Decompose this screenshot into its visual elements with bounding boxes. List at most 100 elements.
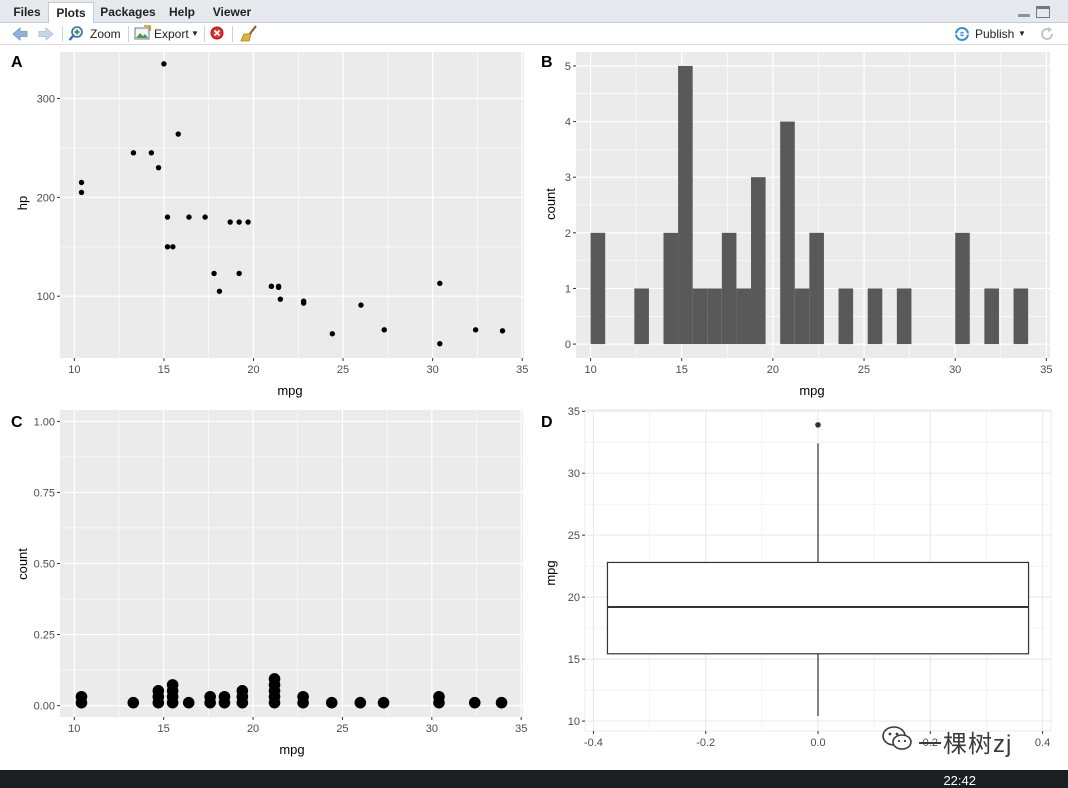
minimize-pane-icon[interactable] [1018, 8, 1030, 18]
panel-b-x-tick-label: 10 [584, 364, 596, 376]
panel-a-panel-background [60, 52, 524, 358]
chevron-down-icon: ▼ [191, 29, 199, 38]
tab-plots[interactable]: Plots [48, 2, 94, 23]
panel-b-bar [678, 65, 693, 345]
panel-a-x-tick-label: 25 [337, 364, 349, 376]
refresh-icon [1041, 27, 1053, 40]
zoom-icon [68, 26, 83, 41]
panel-b-bar [984, 288, 999, 345]
panel-c-x-tick-label: 30 [426, 723, 438, 735]
panel-b-bar [896, 288, 912, 345]
zoom-button[interactable]: Zoom [68, 25, 122, 43]
panel-a-point [161, 61, 167, 67]
panel-b-x-tick-label: 20 [767, 364, 779, 376]
tab-help[interactable]: Help [168, 5, 195, 19]
panel-a-point [300, 298, 307, 304]
panel-d-x-tick-label: 0.4 [1035, 737, 1050, 749]
panel-c-dot [268, 673, 281, 685]
panel-c-dot [377, 696, 390, 709]
clear-all-plots-button[interactable] [240, 25, 260, 43]
broom-icon [240, 25, 257, 42]
panel-a-x-tick-label: 30 [427, 364, 439, 376]
panel-c-xlabel: mpg [279, 742, 304, 757]
tab-packages[interactable]: Packages [100, 5, 156, 19]
panel-c-dot [218, 690, 231, 703]
panel-a-point [275, 284, 282, 291]
panel-c-dot [166, 679, 179, 691]
panel-a-point [472, 327, 479, 333]
panel-d-x-tick-label: -0.2 [696, 737, 715, 749]
panel-d-y-tick-label: 25 [568, 530, 580, 542]
panel-b-y-tick-label: 3 [565, 172, 571, 184]
panel-a-point [130, 150, 137, 156]
forward-arrow-icon[interactable] [36, 25, 56, 43]
panel-c-y-tick-label: 1.00 [34, 416, 55, 428]
panel-a-point [164, 214, 171, 220]
publish-icon [955, 27, 969, 41]
panel-b-y-tick-label: 1 [565, 283, 571, 295]
panel-b-bar [867, 288, 883, 345]
panel-a-y-tick-label: 100 [37, 291, 55, 303]
panel-a-point [175, 131, 181, 137]
panel-c-dot [127, 696, 140, 709]
panel-d-y-tick-label: 35 [568, 406, 580, 418]
chevron-down-icon: ▼ [1018, 29, 1026, 38]
panel-d-x-tick-label: 0.2 [923, 737, 938, 749]
panel-a-y-tick-label: 200 [37, 192, 55, 204]
panel-d-y-tick-label: 10 [568, 716, 580, 728]
panel-a-point [236, 219, 242, 225]
maximize-pane-icon[interactable] [1036, 6, 1050, 18]
panel-d-x-tick-label: 0.0 [810, 737, 825, 749]
panel-a-point [78, 189, 85, 196]
panel-a-point [277, 296, 284, 302]
panel-b-bar [751, 177, 766, 345]
panel-c-y-tick-label: 0.25 [34, 630, 55, 642]
panel-c-dot [354, 696, 367, 709]
refresh-plot-button[interactable] [1038, 25, 1056, 43]
tab-files[interactable]: Files [13, 5, 41, 19]
panel-a-point [245, 219, 251, 225]
panel-a-point [268, 283, 275, 290]
panel-d-ylabel: mpg [543, 560, 558, 585]
panel-b-ylabel: count [543, 188, 558, 220]
pane-tab-bar: Files Plots Packages Help Viewer [0, 0, 1068, 23]
panel-c-dot [468, 696, 481, 709]
panel-a-point [78, 179, 85, 186]
panel-a-point [186, 214, 192, 220]
panel-b-bar [780, 121, 795, 345]
panel-a-point [211, 270, 217, 277]
panel-b-x-tick-label: 35 [1040, 364, 1052, 376]
panel-a-point [227, 219, 233, 225]
watermark-text: 一棵树zj [918, 731, 1013, 758]
panel-c-x-tick-label: 10 [68, 723, 80, 735]
remove-plot-button[interactable] [210, 25, 226, 43]
export-dropdown[interactable]: Export ▼ [134, 25, 200, 43]
panel-d-tag: D [541, 414, 553, 431]
panel-c-dot [495, 696, 508, 709]
zoom-label: Zoom [90, 27, 121, 41]
panel-a-y-tick-label: 300 [37, 93, 55, 105]
panel-c-y-tick-label: 0.50 [34, 559, 55, 571]
panel-b-x-tick-label: 25 [858, 364, 870, 376]
publish-dropdown[interactable]: Publish ▼ [954, 25, 1026, 43]
panel-a-point [216, 288, 223, 294]
panel-a-xlabel: mpg [277, 383, 302, 398]
panel-b-bar [721, 232, 737, 345]
panel-c-dot [433, 690, 445, 703]
plot-canvas: A B C D mpg hp mpg count mpg count mpg 1… [11, 52, 1052, 757]
panel-b-tag: B [541, 54, 553, 71]
panel-b-y-tick-label: 5 [565, 61, 571, 73]
panel-a-ylabel: hp [15, 196, 30, 210]
panel-a-point [329, 331, 336, 337]
tab-viewer[interactable]: Viewer [212, 5, 252, 19]
panel-b-x-tick-label: 15 [676, 364, 688, 376]
panel-a-point [170, 244, 176, 250]
panel-a-tag: A [11, 54, 23, 71]
panel-c-x-tick-label: 35 [515, 723, 527, 735]
toolbar-separator [128, 26, 129, 42]
remove-plot-icon [210, 26, 224, 40]
panel-b-bar [794, 288, 810, 345]
panel-c-dot [182, 696, 195, 709]
back-arrow-icon[interactable] [10, 25, 30, 43]
panel-c-tag: C [11, 414, 23, 431]
